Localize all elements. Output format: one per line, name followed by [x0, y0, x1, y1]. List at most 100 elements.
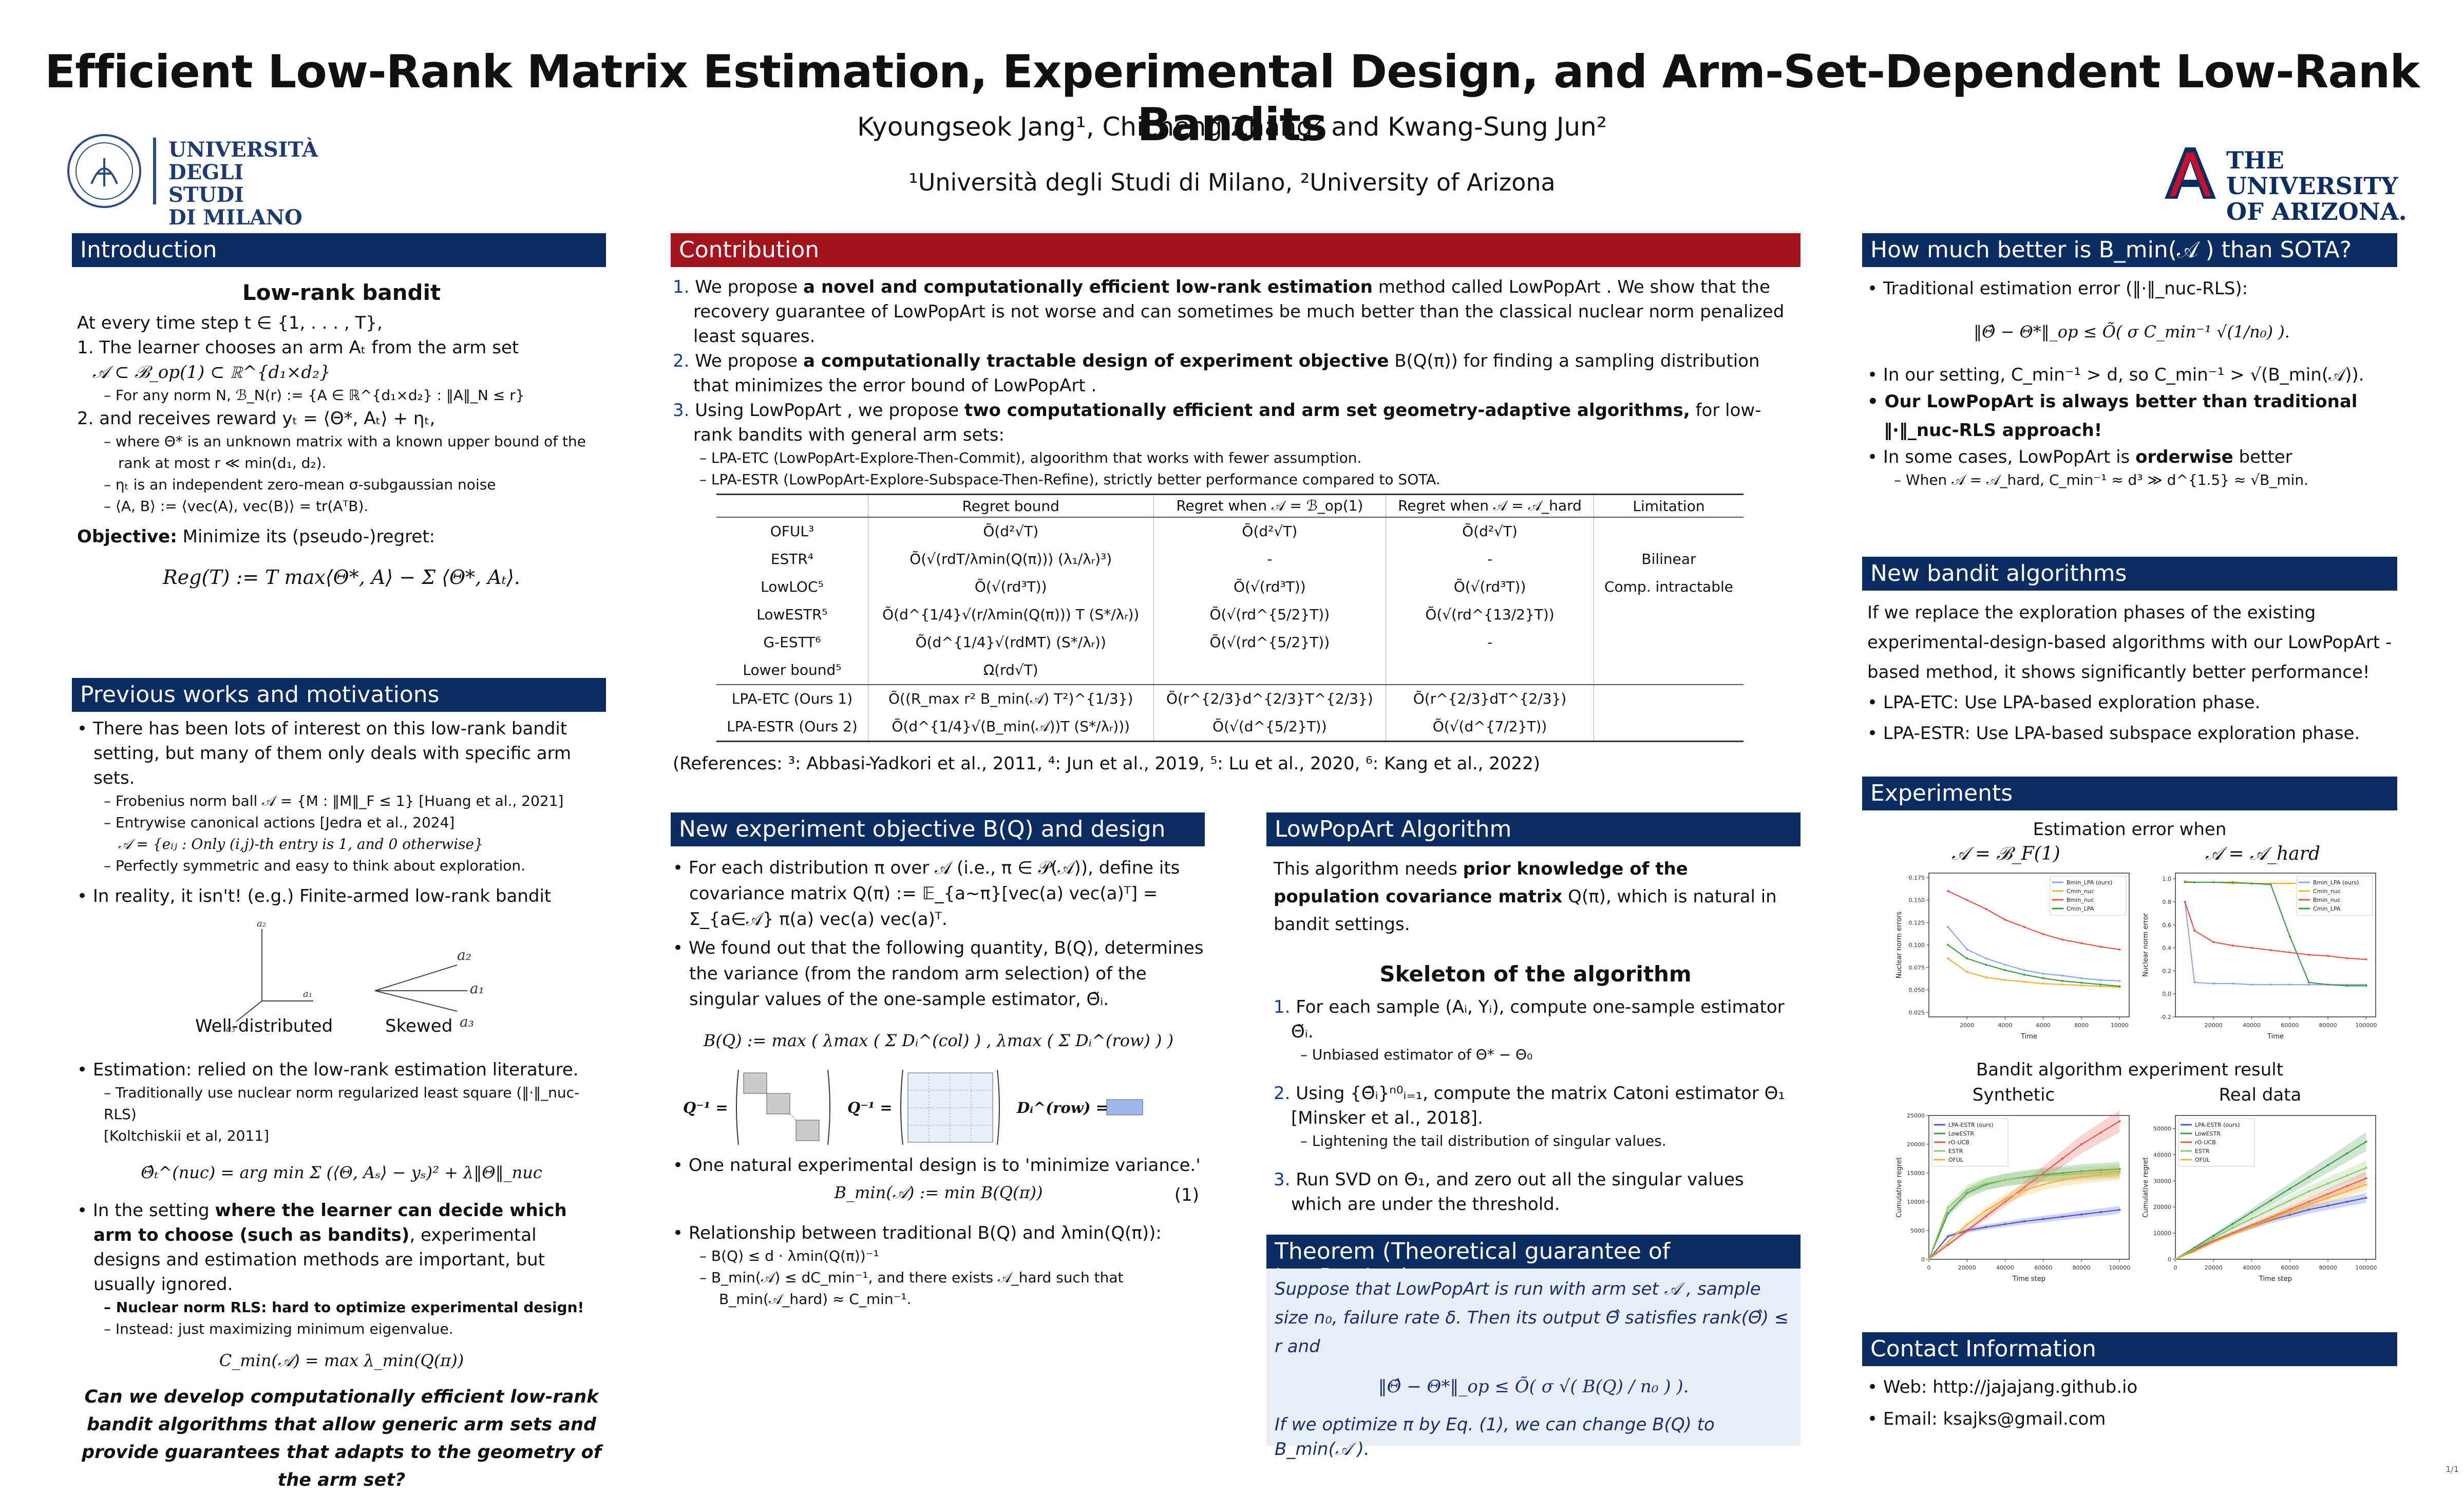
data-point — [1985, 1215, 1987, 1217]
bq-formula: B(Q) := max ( λmax ( Σ Dᵢ^(col) ) , λmax… — [703, 1031, 1174, 1050]
legend-label: LowESTR — [2195, 1130, 2221, 1137]
data-point — [2184, 901, 2186, 903]
obj-bullet-text: For each distribution π over 𝒜 (i.e., π … — [688, 858, 1180, 930]
y-tick-label: 0.8 — [2163, 899, 2172, 905]
y-tick-label: 40000 — [2153, 1151, 2171, 1158]
legend-label: rO-UCB — [2195, 1139, 2216, 1146]
data-point — [2250, 1211, 2253, 1214]
legend-label: ESTR — [1948, 1148, 1963, 1155]
x-tick-label: 20000 — [2205, 1022, 2223, 1029]
data-point — [2365, 985, 2367, 987]
newalg-text: If we replace the exploration phases of … — [1867, 602, 2392, 683]
table-cell: Õ(√(rd^{5/2}T)) — [1153, 629, 1387, 656]
newalg-header: New bandit algorithms — [1862, 557, 2397, 591]
algo-step-sub: – Lightening the tail distribution of si… — [1300, 1132, 1666, 1149]
newalg-bullet: • LPA-ESTR: Use LPA-based subspace explo… — [1867, 723, 2360, 744]
data-point — [2346, 1190, 2348, 1193]
data-point — [2327, 1204, 2329, 1207]
data-point — [1985, 957, 1987, 960]
y-tick-label: 0.0 — [2163, 991, 2172, 997]
data-point — [2327, 984, 2329, 986]
data-point — [2212, 982, 2215, 985]
y-tick-label: 0.050 — [1909, 987, 1925, 994]
better-bullet: • Our LowPopArt is always better than tr… — [1867, 391, 2358, 441]
data-point — [2023, 1186, 2025, 1188]
table-cell: LowLOC⁵ — [716, 573, 868, 601]
contrib-section: 1. We propose a novel and computationall… — [673, 275, 1797, 776]
legend-label: OFUL — [1948, 1157, 1964, 1163]
y-tick-label: 10000 — [1907, 1199, 1925, 1205]
y-tick-label: 0.025 — [1909, 1009, 1925, 1016]
contact-email-link[interactable]: Email: ksajks@gmail.com — [1883, 1409, 2106, 1429]
data-point — [2250, 882, 2253, 885]
dense-grid-matrix-icon — [900, 1069, 1000, 1145]
algo-step-sub: – Unbiased estimator of Θ* − Θ₀ — [1300, 1046, 1533, 1063]
table-cell: Õ(d^{1/4}√(B_min(𝒜))T (S*/λᵣ))) — [868, 713, 1154, 742]
table-header: Regret when 𝒜 = ℬ_op(1) — [1153, 494, 1387, 518]
obj-sub: B_min(𝒜_hard) ≈ C_min⁻¹. — [719, 1291, 912, 1308]
x-axis-label: Time step — [2012, 1275, 2045, 1283]
data-point — [2042, 977, 2044, 979]
contact-email[interactable]: • Email: ksajks@gmail.com — [1867, 1409, 2106, 1429]
data-point — [2327, 1197, 2329, 1199]
data-point — [1966, 1223, 1968, 1226]
references: (References: ³: Abbasi-Yadkori et al., 2… — [673, 753, 1541, 774]
objective-section: • For each distribution π over 𝒜 (i.e., … — [673, 855, 1204, 1310]
data-point — [2061, 980, 2063, 982]
data-point — [2080, 981, 2083, 984]
x-tick-label: 20000 — [1958, 1264, 1976, 1271]
data-point — [2193, 881, 2196, 883]
data-point — [2004, 1201, 2006, 1203]
data-point — [2269, 1218, 2272, 1220]
data-point — [2346, 985, 2348, 987]
better-bullet-bold: orderwise — [2135, 447, 2233, 467]
contact-web[interactable]: • Web: http://jajajang.github.io — [1867, 1377, 2138, 1397]
y-tick-label: 0.150 — [1909, 897, 1925, 904]
series-line — [1947, 926, 2120, 982]
contrib-text: for low-rank bandits with general arm se… — [693, 400, 1761, 445]
chart-estimation-frobenius: 2000 4000 6000 8000 10000 0.025 0.050 0.075 0.10… — [1896, 873, 2130, 1041]
intro-section: Low-rank bandit At every time step t ∈ {… — [77, 275, 606, 606]
data-point — [1985, 1226, 1987, 1228]
obj-bullet-text: Relationship between traditional B(Q) an… — [688, 1223, 1162, 1243]
data-point — [2099, 984, 2102, 986]
series-line — [1947, 944, 2120, 987]
data-point — [1966, 948, 1968, 951]
x-tick-label: 100000 — [2109, 1264, 2130, 1271]
algo-header: LowPopArt Algorithm — [1266, 812, 1800, 846]
data-point — [2080, 1176, 2083, 1178]
data-point — [2288, 882, 2291, 885]
obj-sub: – B_min(𝒜) ≤ dC_min⁻¹, and there exists … — [699, 1269, 1124, 1286]
data-point — [2212, 881, 2215, 883]
x-tick-label: 60000 — [2281, 1022, 2299, 1029]
contrib-item: 2. We propose a computationally tractabl… — [673, 349, 1797, 398]
better-bullet-text: In our setting, C_min⁻¹ > d, so C_min⁻¹ … — [1883, 365, 2364, 385]
data-point — [1966, 1192, 1968, 1195]
data-point — [2099, 1169, 2102, 1171]
matrix-figure: Q⁻¹ = Q⁻¹ = Dᵢ^(row) = — [673, 1069, 1204, 1146]
data-point — [2004, 1179, 2006, 1181]
chart-estimation-hard: 20000 40000 60000 80000 100000 -0.2 0.0 0.2 0.4 0… — [2142, 873, 2377, 1041]
legend-label: Cmin_LPA — [2313, 905, 2341, 912]
data-point — [2118, 948, 2121, 951]
table-header: Regret bound — [868, 494, 1154, 518]
arm-label: a₂ — [457, 947, 471, 963]
data-point — [2269, 1199, 2272, 1202]
data-point — [1966, 957, 1968, 960]
contrib-sub: – LPA-ESTR (LowPopArt-Explore-Subspace-T… — [699, 471, 1441, 488]
contact-web-link[interactable]: Web: http://jajajang.github.io — [1883, 1377, 2138, 1397]
y-tick-label: 50000 — [2153, 1125, 2171, 1132]
better-bullet-text: Traditional estimation error (‖·‖_nuc-RL… — [1883, 278, 2248, 299]
milano-logo-line: DEGLI STUDI — [168, 160, 244, 207]
x-tick-label: 40000 — [2243, 1022, 2261, 1029]
nuc-formula: Θ̂ₜ^(nuc) = arg min Σ (⟨Θ, Aₛ⟩ − yₛ)² + … — [141, 1163, 542, 1182]
x-tick-label: 60000 — [2281, 1264, 2299, 1271]
table-cell — [1594, 656, 1743, 685]
series-line — [1947, 891, 2120, 950]
data-point — [2023, 980, 2025, 983]
y-tick-label: 0.175 — [1909, 875, 1925, 881]
table-row: Lower bound⁵ Ω(rd√T) — [716, 656, 1743, 685]
data-point — [1985, 976, 1987, 978]
x-axis-label: Time step — [2259, 1275, 2292, 1283]
x-tick-label: 6000 — [2036, 1022, 2051, 1029]
